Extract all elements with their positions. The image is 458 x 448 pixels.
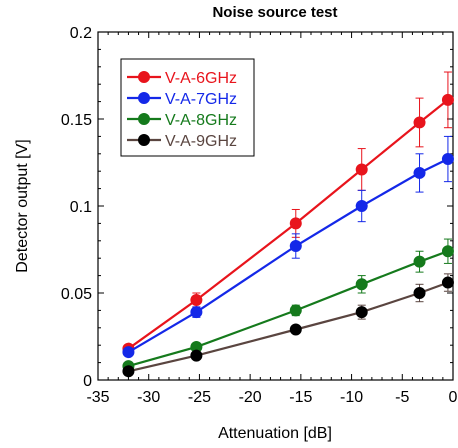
x-tick-label: -25	[188, 389, 211, 406]
data-point	[190, 306, 203, 319]
x-tick-label: -35	[86, 389, 109, 406]
x-axis-label: Attenuation [dB]	[218, 425, 332, 442]
data-point	[413, 255, 426, 268]
data-point	[355, 200, 368, 212]
series-line	[128, 281, 449, 373]
y-axis-ticks: 0 0.05 0.1 0.15 0.2	[61, 25, 453, 390]
data-point	[289, 323, 302, 336]
x-tick-label: -10	[340, 389, 363, 406]
legend-label: V-A-6GHz	[165, 70, 237, 87]
legend-label: V-A-7GHz	[165, 91, 237, 108]
y-tick-label: 0	[83, 373, 92, 390]
legend-label: V-A-8GHz	[165, 112, 237, 129]
data-point	[289, 217, 302, 230]
series-layer	[122, 71, 454, 378]
x-tick-label: -15	[289, 389, 312, 406]
legend-marker	[138, 134, 150, 146]
y-axis-label: Detector output [V]	[14, 139, 31, 272]
data-point	[355, 163, 368, 176]
data-point	[441, 153, 454, 166]
data-point	[441, 245, 454, 258]
series-V-A-8GHz	[122, 238, 454, 373]
x-tick-label: 0	[449, 389, 458, 406]
data-point	[441, 276, 454, 289]
x-tick-label: -5	[395, 389, 409, 406]
data-point	[413, 166, 426, 179]
legend-marker	[138, 113, 150, 125]
x-axis-ticks: -35 -30 -25 -20 -15 -10 -5 0	[86, 32, 458, 406]
legend-marker	[138, 92, 150, 104]
y-tick-label: 0.15	[61, 112, 92, 129]
data-point	[122, 346, 135, 359]
series-line	[127, 99, 449, 350]
data-point	[289, 304, 302, 317]
data-point	[190, 349, 203, 362]
legend: V-A-6GHz V-A-7GHz V-A-8GHz V-A-9GHz	[120, 58, 255, 157]
data-point	[413, 116, 426, 129]
series-line	[128, 250, 449, 368]
data-point	[190, 293, 203, 306]
chart-title: Noise source test	[212, 4, 337, 21]
series-line	[127, 158, 449, 354]
y-tick-label: 0.05	[61, 286, 92, 303]
legend-marker	[138, 71, 150, 83]
y-tick-label: 0.1	[70, 199, 92, 216]
data-point	[355, 306, 368, 319]
series-V-A-7GHz	[122, 135, 454, 359]
data-point	[289, 240, 302, 253]
data-point	[413, 287, 426, 299]
data-point	[355, 278, 368, 291]
y-tick-label: 0.2	[70, 25, 92, 42]
series-V-A-9GHz	[122, 273, 454, 378]
x-tick-label: -30	[137, 389, 160, 406]
data-point	[441, 93, 454, 106]
x-tick-label: -20	[239, 389, 262, 406]
data-point	[122, 365, 135, 378]
legend-label: V-A-9GHz	[165, 133, 237, 150]
